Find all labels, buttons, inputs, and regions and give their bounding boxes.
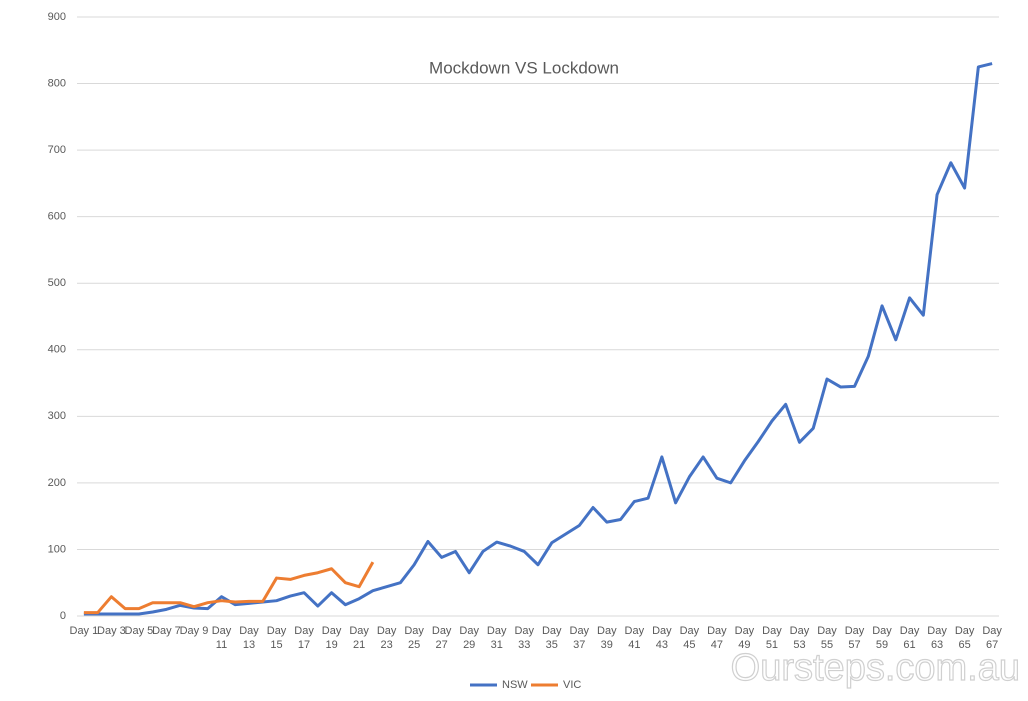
x-tick-label: Day 31 xyxy=(486,625,507,651)
x-tick-label: Day 9 xyxy=(179,625,209,637)
x-tick-label: Day 27 xyxy=(431,625,452,651)
x-tick-label: Day 35 xyxy=(541,625,562,651)
x-tick-label: Day 5 xyxy=(124,625,154,637)
y-tick-label: 500 xyxy=(48,277,66,289)
x-tick-label: Day 11 xyxy=(211,625,232,651)
x-tick-label: Day 63 xyxy=(927,625,947,651)
chart-title: Mockdown VS Lockdown xyxy=(429,58,619,77)
y-tick-label: 700 xyxy=(48,144,66,156)
x-tick-label: Day 49 xyxy=(734,625,755,651)
x-tick-label: Day 61 xyxy=(899,625,920,651)
watermark: Oursteps.com.au xyxy=(731,647,1020,689)
x-tick-label: Day 1 xyxy=(69,625,99,637)
y-tick-label: 600 xyxy=(48,211,66,223)
x-tick-label: Day 47 xyxy=(707,625,727,651)
x-tick-label: Day 17 xyxy=(294,625,314,651)
line-series xyxy=(83,561,375,615)
x-tick-label: Day 45 xyxy=(679,625,700,651)
x-tick-label: Day 37 xyxy=(569,625,590,651)
x-tick-label: Day 41 xyxy=(624,625,645,651)
line-series xyxy=(83,62,993,616)
legend-item: NSW xyxy=(470,679,528,691)
x-tick-label: Day 25 xyxy=(404,625,424,651)
legend-label: VIC xyxy=(563,679,581,691)
x-tick-label: Day 3 xyxy=(97,625,126,637)
x-tick-label: Day 29 xyxy=(459,625,479,651)
y-tick-label: 800 xyxy=(48,77,66,89)
x-tick-label: Day 23 xyxy=(376,625,397,651)
x-tick-label: Day 65 xyxy=(954,625,975,651)
y-tick-label: 400 xyxy=(48,344,66,356)
x-tick-label: Day 59 xyxy=(872,625,892,651)
y-tick-label: 200 xyxy=(48,477,66,489)
legend-label: NSW xyxy=(502,679,528,691)
y-tick-label: 900 xyxy=(48,11,66,23)
x-tick-label: Day 55 xyxy=(817,625,837,651)
x-tick-label: Day 19 xyxy=(321,625,342,651)
x-tick-label: Day 51 xyxy=(762,625,782,651)
x-tick-label: Day 21 xyxy=(349,625,369,651)
x-tick-label: Day 53 xyxy=(789,625,810,651)
x-tick-label: Day 39 xyxy=(597,625,617,651)
legend-item: VIC xyxy=(531,679,581,691)
x-tick-label: Day 57 xyxy=(844,625,865,651)
y-tick-label: 0 xyxy=(60,610,66,622)
y-tick-label: 100 xyxy=(48,543,66,555)
y-tick-label: 300 xyxy=(48,410,66,422)
x-tick-label: Day 43 xyxy=(652,625,672,651)
x-tick-label: Day 13 xyxy=(239,625,259,651)
x-tick-label: Day 15 xyxy=(266,625,287,651)
x-tick-label: Day 67 xyxy=(982,625,1002,651)
x-tick-label: Day 33 xyxy=(514,625,535,651)
x-tick-label: Day 7 xyxy=(152,625,181,637)
